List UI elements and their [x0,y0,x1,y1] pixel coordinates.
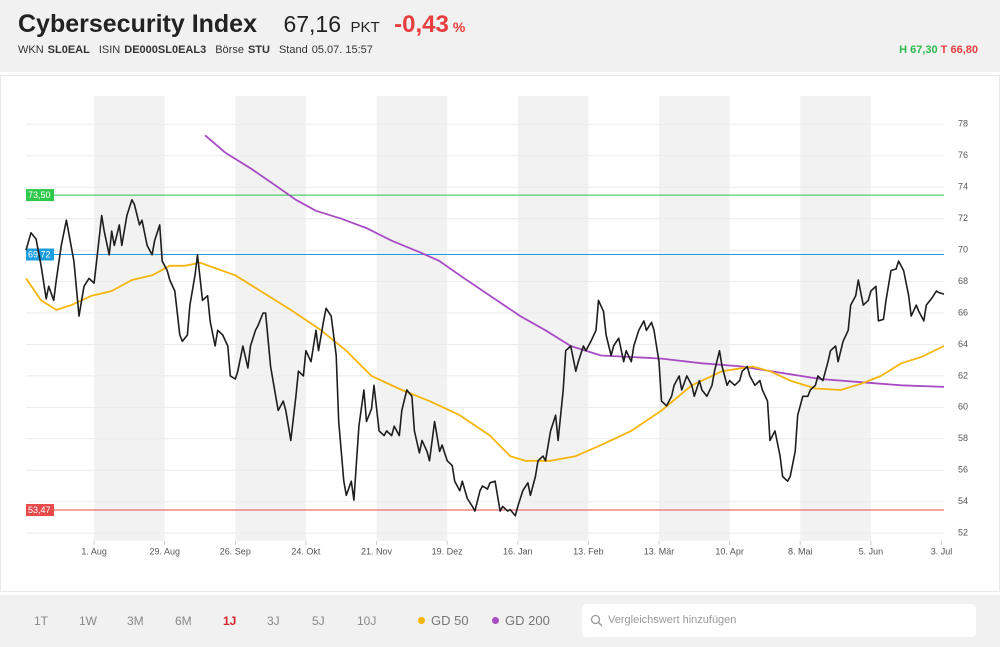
high-value: 67,30 [910,44,938,56]
price: 67,16 [283,11,342,37]
search-icon [590,614,603,627]
chart: 52 54 56 58 60 62 64 66 68 70 72 74 76 78 1. Aug 29. Au… [25,96,968,556]
band [376,96,448,541]
chart-box: 52 54 56 58 60 62 64 66 68 70 72 74 76 78 1. Aug 29. Au… [0,75,1000,592]
x-tick-label: 13. Feb [573,546,604,556]
x-tick-label: 29. Aug [149,546,180,556]
change: -0,43 [394,11,449,38]
timeframe-button[interactable]: 3M [127,614,144,628]
meta-label: WKN [18,44,44,56]
y-tick-label: 60 [958,402,968,412]
band [800,96,871,541]
title-row: Cybersecurity Index 67,16 PKT -0,43% [18,10,465,39]
x-tick-label: 21. Nov [361,546,393,556]
low-value: 66,80 [950,44,978,56]
meta-value: STU [247,44,270,56]
x-tick-label: 8. Mai [788,546,813,556]
header: Cybersecurity Index 67,16 PKT -0,43% WKN… [0,0,1000,72]
x-tick-label: 3. Jul [931,546,953,556]
y-tick-label: 56 [958,465,968,475]
band [517,96,589,541]
reference-label: 73,50 [28,190,51,200]
search-placeholder: Vergleichswert hinzufügen [608,614,737,626]
timeframe-button[interactable]: 10J [357,614,377,628]
series-line [25,199,945,517]
x-tick-label: 26. Sep [220,546,251,556]
y-tick-label: 72 [958,213,968,223]
x-tick-label: 5. Jun [859,546,884,556]
reference-label-bg [26,189,54,202]
timeframe-button[interactable]: 5J [312,614,325,628]
y-tick-label: 70 [958,244,968,254]
meta-value: DE000SL0EAL3 [124,44,207,56]
meta-label: ISIN [98,44,121,56]
x-tick-label: 10. Apr [715,546,744,556]
meta: WKN SL0EAL ISIN DE000SL0EAL3 Börse STU Stand 05… [18,44,382,56]
y-tick-label: 58 [958,433,968,443]
change-unit: % [452,19,466,35]
y-tick-label: 52 [958,528,968,538]
series-line [25,261,945,462]
meta-label: Stand [278,44,308,56]
legend-label: GD 50 [431,613,469,628]
toolbar: Vergleichswert hinzufügen 1T 1W 3M 6M 1J 3J 5J… [0,595,1000,647]
y-tick-label: 64 [958,339,968,349]
legend-item[interactable]: GD 50 [418,613,469,628]
y-tick-label: 74 [958,182,968,192]
series-line [204,134,945,388]
band [235,96,306,541]
x-tick-label: 13. Mär [644,546,675,556]
timeframe-button[interactable]: 1J [223,614,237,628]
legend-item[interactable]: GD 200 [492,613,550,628]
legend-swatch [492,617,499,624]
reference-label: 53,47 [28,505,51,515]
price-unit: PKT [350,19,380,36]
y-tick-label: 68 [958,276,968,286]
high-low: H 67,30 T 66,80 [899,44,978,56]
timeframe-button[interactable]: 1W [79,614,97,628]
legend-label: GD 200 [505,613,550,628]
timeframe-button[interactable]: 1T [34,614,49,628]
timeframe-button[interactable]: 3J [267,614,280,628]
title: Cybersecurity Index [18,10,257,38]
search-input[interactable]: Vergleichswert hinzufügen [582,604,976,637]
meta-value: SL0EAL [47,44,90,56]
reference-label-bg [26,504,54,517]
y-tick-label: 78 [958,119,968,129]
reference-label-bg [26,248,54,261]
low-label: T [940,44,948,56]
timeframe-button[interactable]: 6M [175,614,192,628]
x-tick-label: 24. Okt [291,546,321,556]
y-tick-label: 66 [958,307,968,317]
x-tick-label: 1. Aug [81,546,107,556]
meta-value: 05.07. 15:57 [311,44,373,56]
x-tick-label: 19. Dez [432,546,464,556]
band [659,96,730,541]
y-tick-label: 76 [958,150,968,160]
y-tick-label: 62 [958,370,968,380]
high-label: H [899,44,908,56]
band [94,96,165,541]
legend-swatch [418,617,425,624]
meta-label: Börse [215,44,244,56]
y-tick-label: 54 [958,496,968,506]
x-tick-label: 16. Jan [503,546,533,556]
